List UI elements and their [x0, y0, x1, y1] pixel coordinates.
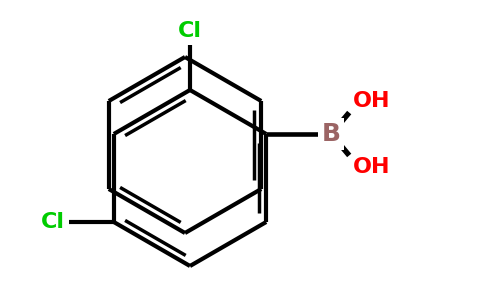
Text: OH: OH	[353, 158, 391, 177]
Text: OH: OH	[353, 91, 391, 111]
Text: B: B	[322, 122, 341, 146]
Text: Cl: Cl	[41, 212, 65, 232]
Text: Cl: Cl	[178, 21, 202, 41]
